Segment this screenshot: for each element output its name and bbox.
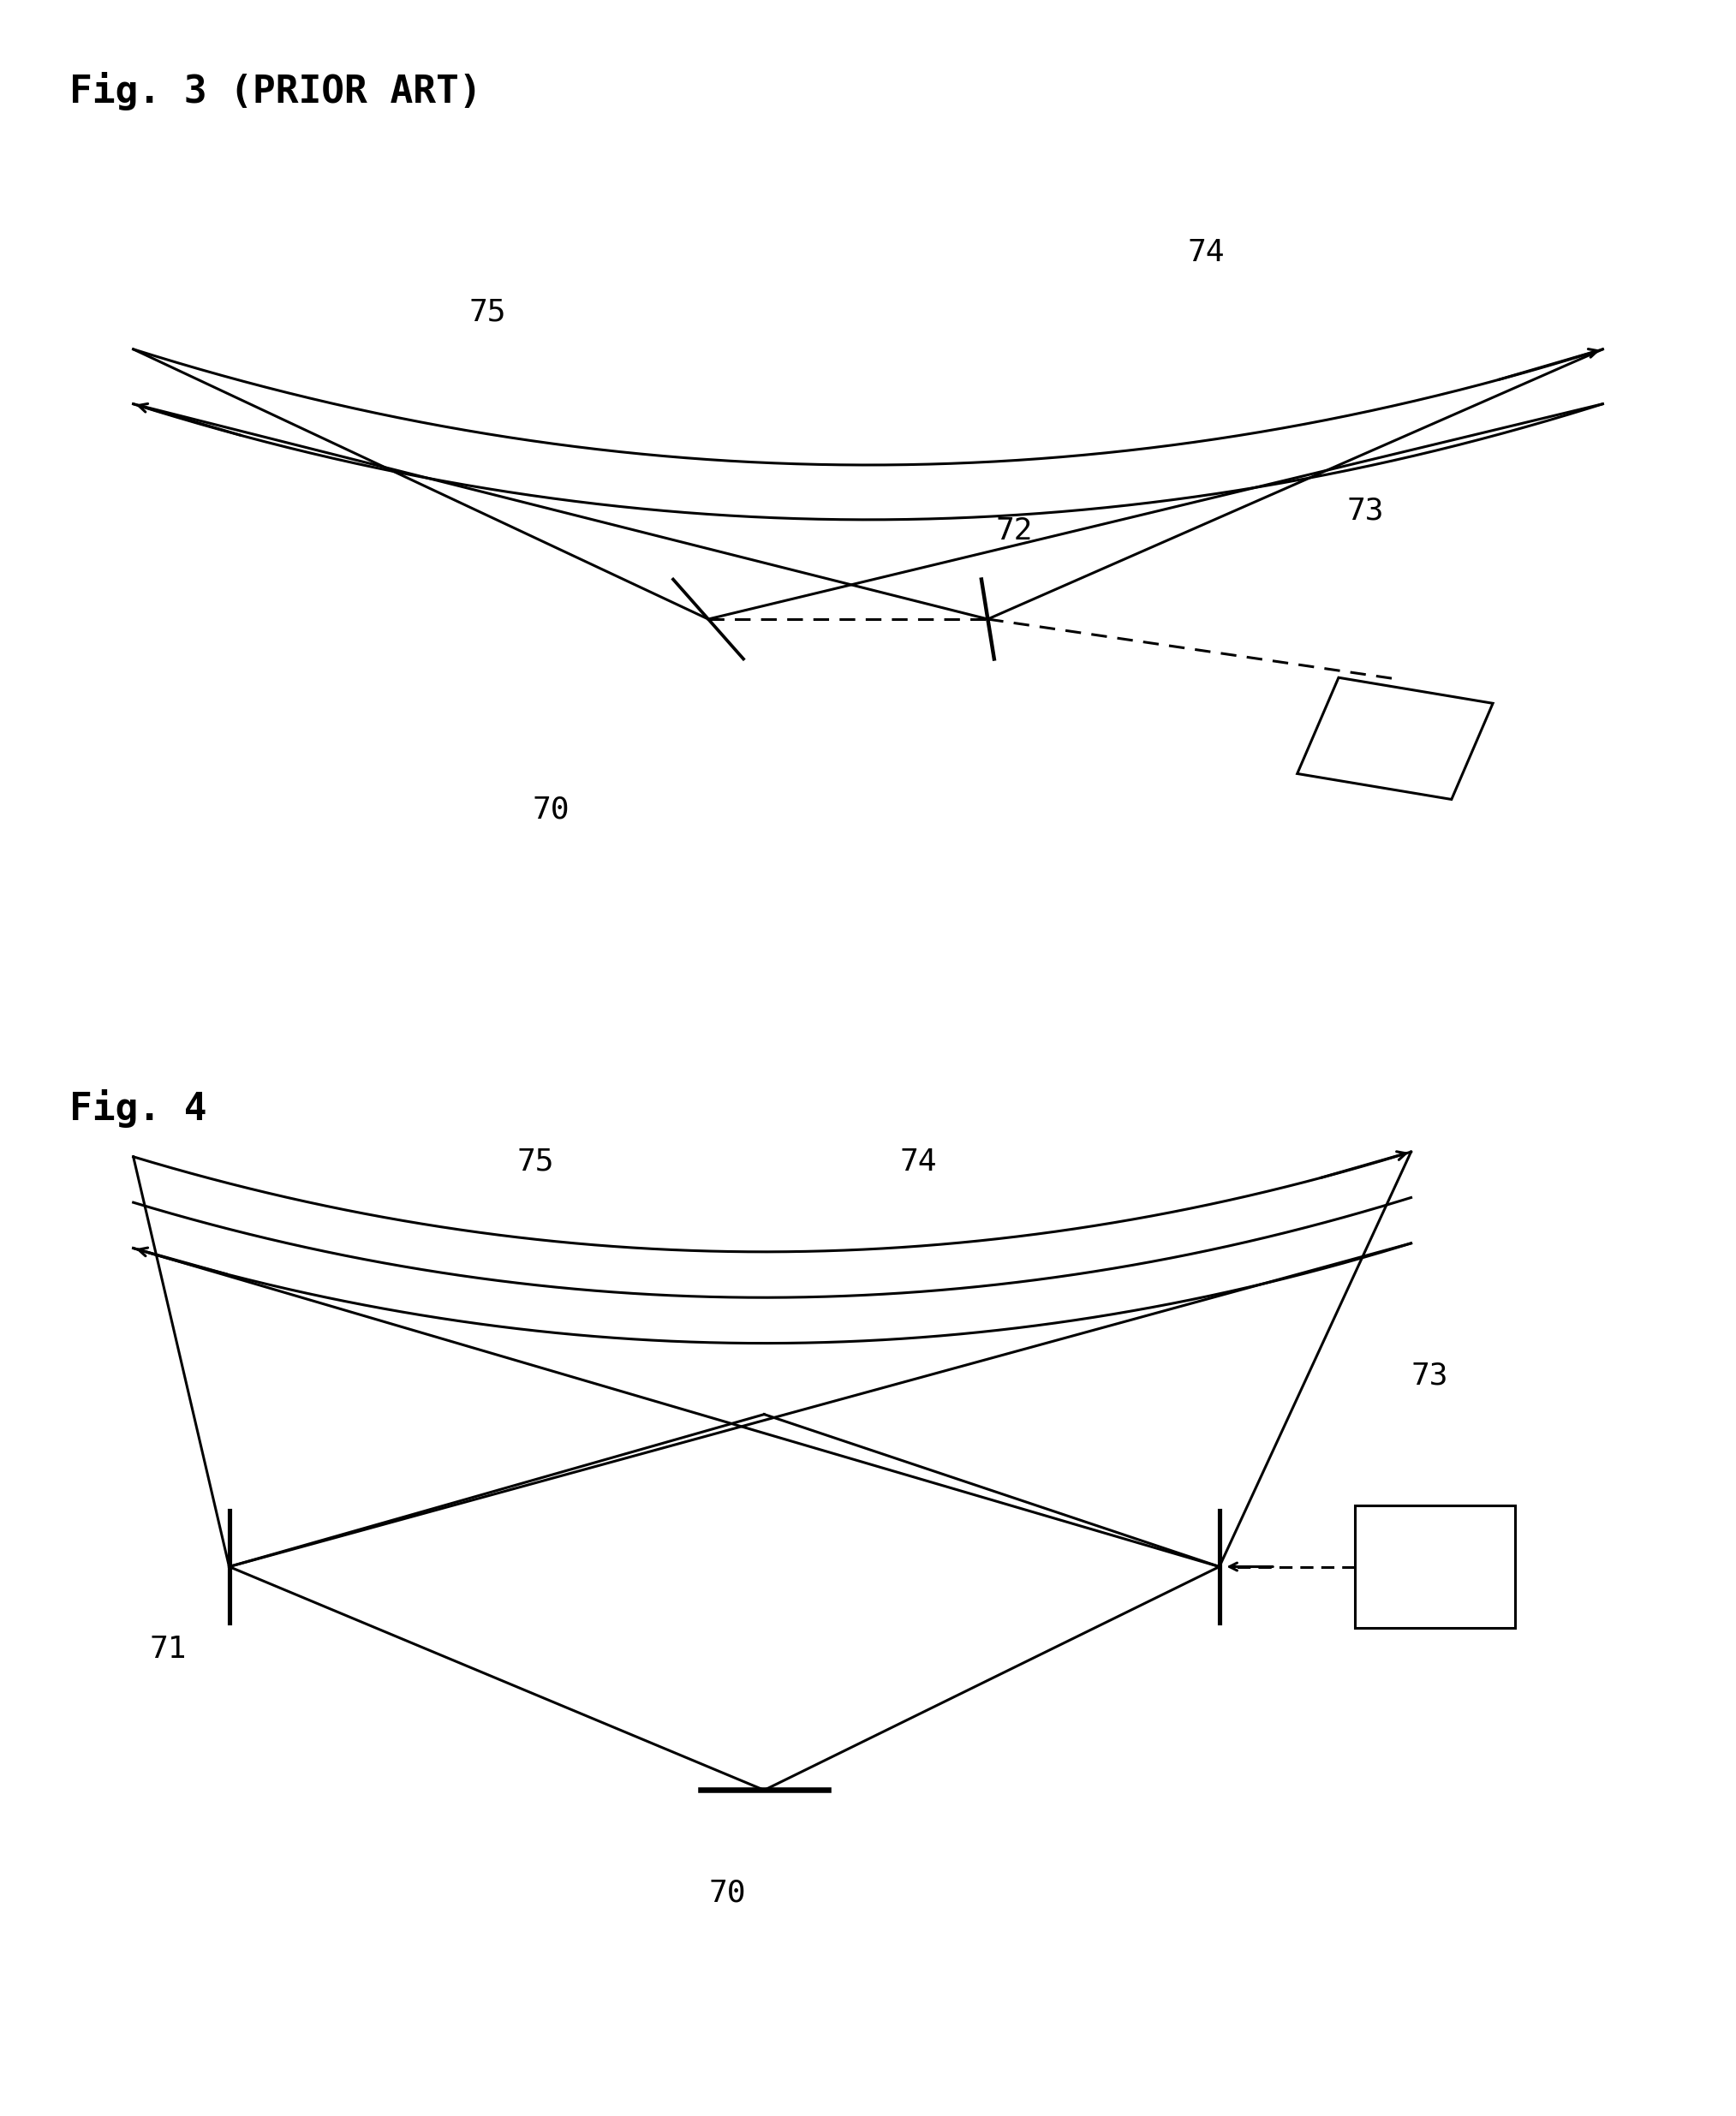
Text: 73: 73: [1347, 497, 1384, 525]
Text: 70: 70: [708, 1879, 745, 1909]
Text: Fig. 3 (PRIOR ART): Fig. 3 (PRIOR ART): [69, 72, 483, 110]
Text: 72: 72: [996, 516, 1033, 546]
Text: 74: 74: [899, 1147, 937, 1176]
Text: 71: 71: [149, 1636, 186, 1663]
Text: 70: 70: [533, 796, 569, 823]
Text: 75: 75: [517, 1147, 554, 1176]
Text: 75: 75: [469, 298, 505, 326]
Text: Fig. 4: Fig. 4: [69, 1090, 207, 1128]
Text: 74: 74: [1187, 237, 1224, 267]
Text: 73: 73: [1411, 1361, 1448, 1390]
